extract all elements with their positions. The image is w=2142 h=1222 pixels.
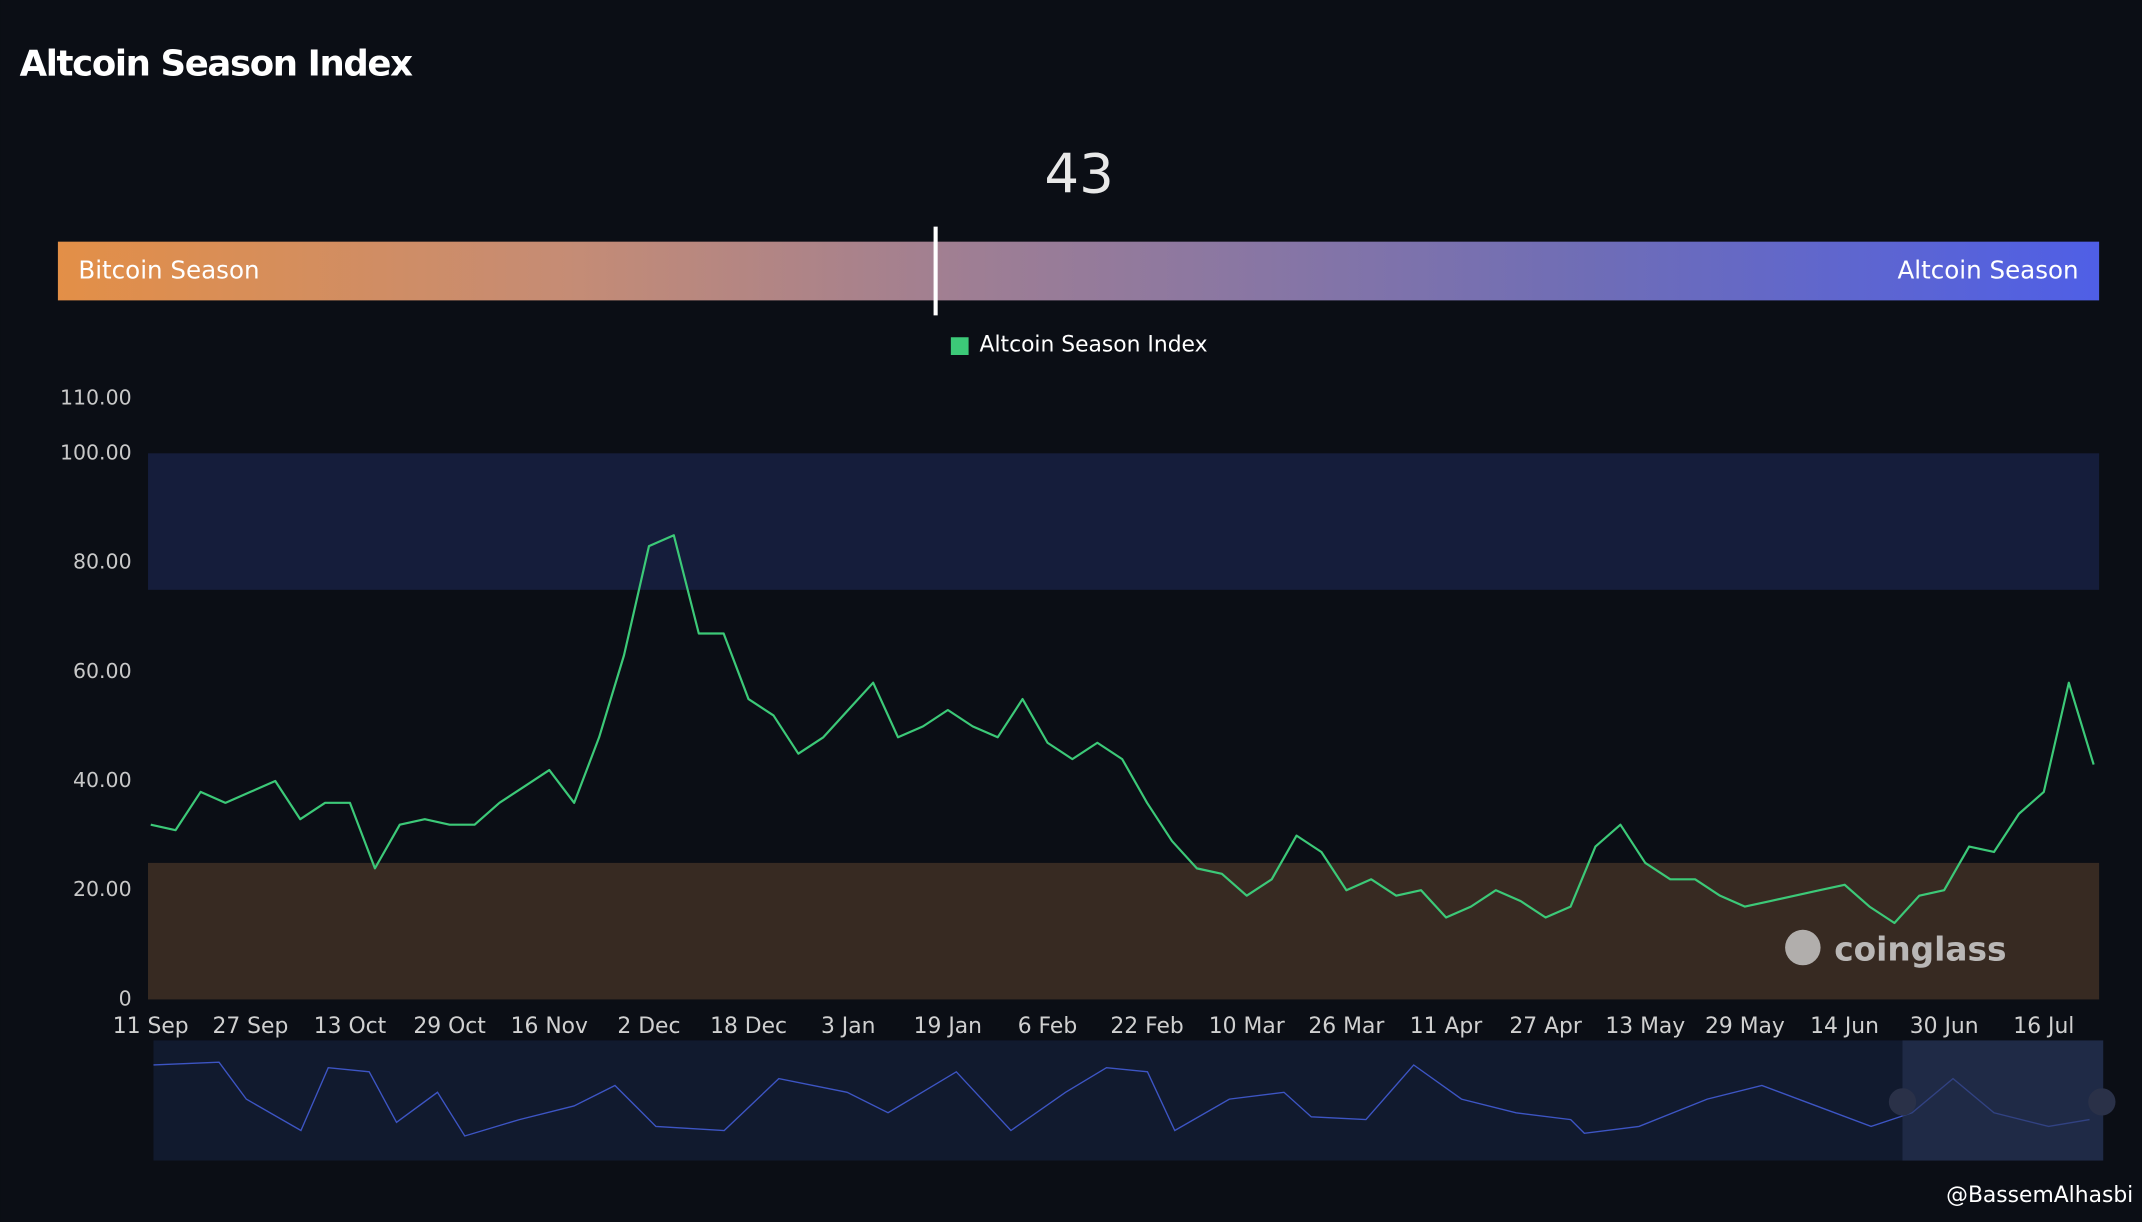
legend-swatch	[950, 337, 969, 355]
x-tick-label: 11 Apr	[1410, 1014, 1483, 1039]
x-tick-label: 30 Jun	[1910, 1014, 1979, 1039]
gauge-bar	[57, 241, 2100, 301]
y-tick-label: 60.00	[73, 659, 132, 683]
x-tick-label: 11 Sep	[113, 1014, 189, 1039]
y-tick-label: 40.00	[73, 768, 132, 792]
x-tick-label: 10 Mar	[1209, 1014, 1285, 1039]
x-tick-label: 16 Nov	[511, 1014, 588, 1039]
gauge-right-label: Altcoin Season	[1897, 256, 2078, 285]
x-tick-label: 18 Dec	[710, 1014, 787, 1039]
navigator-handle[interactable]	[1888, 1088, 1917, 1116]
navigator-window[interactable]	[1902, 1040, 2104, 1161]
navigator-bg	[153, 1040, 2104, 1161]
x-tick-label: 27 Apr	[1509, 1014, 1582, 1039]
navigator-handle[interactable]	[2088, 1088, 2116, 1116]
x-tick-label: 16 Jul	[2013, 1014, 2074, 1039]
x-tick-label: 26 Mar	[1308, 1014, 1384, 1039]
x-tick-label: 29 Oct	[413, 1014, 486, 1039]
x-tick-label: 13 May	[1605, 1014, 1685, 1039]
legend-label: Altcoin Season Index	[980, 332, 1208, 357]
x-tick-label: 19 Jan	[914, 1014, 982, 1039]
x-tick-label: 27 Sep	[212, 1014, 288, 1039]
y-tick-label: 80.00	[73, 550, 132, 574]
x-tick-label: 22 Feb	[1110, 1014, 1183, 1039]
x-tick-label: 6 Feb	[1018, 1014, 1077, 1039]
y-tick-label: 0	[119, 986, 132, 1010]
x-tick-label: 13 Oct	[314, 1014, 387, 1039]
gauge-value: 43	[1044, 142, 1114, 206]
y-tick-label: 110.00	[60, 386, 132, 410]
gauge-left-label: Bitcoin Season	[78, 256, 259, 285]
watermark: coinglass	[1834, 931, 2006, 969]
title: Altcoin Season Index	[20, 44, 413, 85]
y-tick-label: 20.00	[73, 877, 132, 901]
band	[148, 453, 2100, 590]
series-line	[150, 534, 2095, 925]
y-tick-label: 100.00	[60, 440, 132, 464]
x-tick-label: 29 May	[1705, 1014, 1785, 1039]
footer: @BassemAlhasbi	[1946, 1183, 2133, 1208]
navigator	[153, 1040, 2116, 1161]
watermark-logo	[1785, 929, 1821, 966]
x-tick-label: 2 Dec	[617, 1014, 680, 1039]
x-tick-label: 14 Jun	[1810, 1014, 1879, 1039]
navigator-line	[153, 1061, 2090, 1137]
x-tick-label: 3 Jan	[821, 1014, 875, 1039]
band	[148, 862, 2100, 1000]
